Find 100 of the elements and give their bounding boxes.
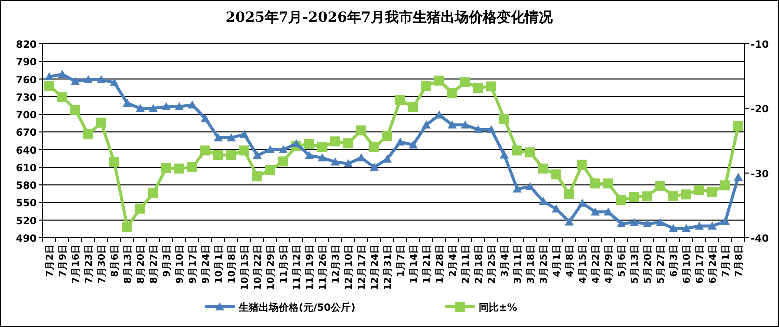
x-tick-label: 3月11日 — [513, 244, 524, 284]
point — [356, 126, 366, 136]
x-tick-label: 7月1日 — [721, 244, 732, 278]
point — [44, 81, 54, 92]
point — [304, 139, 314, 150]
point — [408, 102, 418, 112]
x-tick-label: 7月30日 — [97, 244, 108, 284]
x-tick-label: 1月14日 — [409, 244, 420, 284]
point — [486, 82, 496, 92]
x-tick-label: 6月10日 — [682, 244, 693, 284]
point — [96, 118, 106, 128]
x-tick-label: 10月22日 — [253, 244, 264, 290]
point — [136, 104, 145, 112]
point — [97, 75, 106, 84]
point — [617, 219, 626, 228]
point — [331, 158, 340, 166]
point — [668, 190, 678, 201]
y-tick-label: 490 — [16, 234, 38, 245]
point — [188, 162, 198, 173]
point — [253, 151, 262, 160]
point — [448, 88, 458, 98]
point — [70, 104, 80, 115]
point — [682, 224, 691, 232]
point — [526, 182, 535, 190]
point — [123, 98, 132, 107]
x-tick-label: 8月20日 — [136, 244, 147, 284]
x-tick-label: 6月17日 — [695, 244, 706, 284]
x-tick-label: 5月27日 — [656, 244, 667, 284]
y-tick-label: 820 — [16, 40, 38, 51]
x-tick-label: 1月21日 — [422, 244, 433, 284]
point — [110, 157, 120, 168]
x-tick-label: 11月19日 — [305, 244, 316, 290]
x-tick-label: 10月15日 — [240, 244, 251, 290]
point — [344, 138, 354, 149]
x-tick-label: 7月2日 — [45, 244, 56, 278]
x-tick-label: 4月15日 — [578, 244, 589, 284]
point — [382, 131, 392, 142]
point — [227, 134, 236, 142]
x-tick-label: 1月7日 — [396, 244, 407, 278]
point — [71, 77, 80, 86]
x-tick-label: 8月6日 — [110, 244, 121, 278]
point — [240, 146, 250, 156]
point — [84, 75, 93, 84]
point — [201, 114, 210, 122]
x-tick-label: 2月25日 — [487, 244, 498, 284]
y-tick-label: 610 — [16, 163, 38, 174]
point — [396, 138, 405, 146]
y-tick-label: 790 — [16, 58, 38, 69]
x-tick-label: 9月24日 — [201, 244, 212, 284]
y2-tick-label: -20 — [751, 104, 770, 116]
point — [422, 120, 431, 129]
x-tick-label: 4月8日 — [565, 244, 576, 278]
point — [434, 76, 444, 86]
y-tick-label: 580 — [16, 181, 38, 192]
y2-tick-label: -30 — [751, 169, 770, 180]
y-tick-label: 670 — [16, 128, 38, 140]
point — [487, 125, 496, 134]
point — [318, 154, 327, 162]
x-tick-label: 6月24日 — [708, 244, 719, 284]
point — [396, 95, 406, 106]
x-tick-label: 12月17日 — [357, 244, 368, 290]
point — [162, 102, 171, 111]
x-tick-label: 12月10日 — [344, 244, 355, 290]
point — [538, 164, 548, 174]
point — [45, 72, 54, 81]
x-tick-label: 7月9日 — [58, 244, 69, 278]
x-tick-label: 11月12日 — [292, 244, 303, 290]
point — [174, 164, 184, 174]
point — [604, 208, 613, 216]
point — [422, 81, 432, 92]
y-tick-label: 520 — [16, 216, 38, 228]
point — [474, 125, 483, 134]
point — [565, 218, 574, 226]
y-tick-label: 760 — [16, 75, 38, 86]
point — [370, 162, 379, 172]
y-tick-label: 640 — [16, 146, 38, 157]
point — [695, 222, 704, 230]
point — [474, 82, 484, 93]
point — [252, 172, 262, 182]
point — [720, 180, 730, 191]
point — [526, 148, 536, 158]
point — [175, 102, 184, 111]
x-tick-label: 5月13日 — [630, 244, 641, 284]
point — [721, 217, 730, 226]
x-tick-label: 1月28日 — [435, 244, 446, 284]
point — [214, 134, 223, 142]
x-tick-label: 7月8日 — [734, 244, 745, 278]
x-tick-label: 10月29日 — [266, 244, 277, 290]
point — [682, 190, 692, 200]
point — [513, 184, 522, 193]
point — [148, 188, 158, 198]
point — [590, 178, 600, 189]
legend-label: 同比±% — [479, 302, 518, 314]
point — [708, 222, 717, 230]
point — [278, 156, 288, 167]
point — [110, 78, 119, 86]
x-tick-label: 12月31日 — [383, 244, 394, 290]
x-tick-label: 6月3日 — [669, 244, 680, 278]
point — [616, 195, 626, 206]
x-tick-label: 12月24日 — [370, 244, 381, 290]
